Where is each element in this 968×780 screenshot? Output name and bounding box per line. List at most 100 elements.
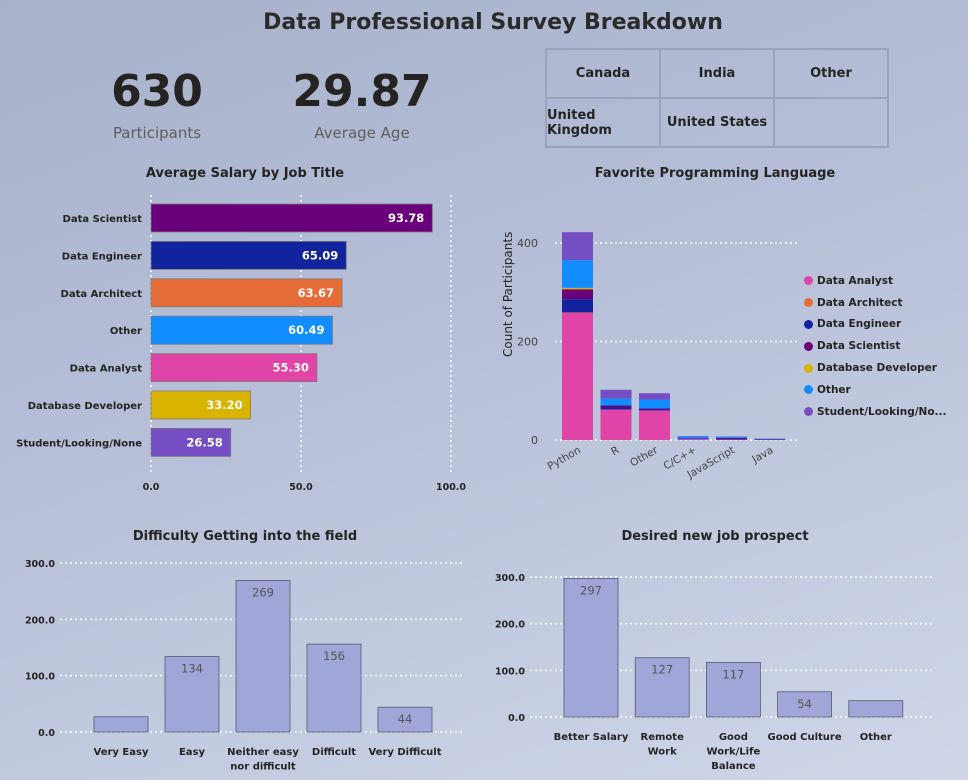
kpi-average-age-label: Average Age bbox=[314, 124, 410, 142]
salary-category-label: Data Architect bbox=[61, 289, 143, 300]
language-y-tick: 0 bbox=[531, 434, 538, 447]
dashboard-title: Data Professional Survey Breakdown bbox=[263, 10, 723, 35]
slicer-item-india[interactable]: India bbox=[660, 49, 774, 98]
legend-label: Data Analyst bbox=[817, 274, 893, 287]
salary-category-label: Student/Looking/None bbox=[16, 438, 142, 449]
salary-category-label: Database Developer bbox=[28, 401, 142, 412]
legend-item-data-architect[interactable]: Data Architect bbox=[804, 292, 947, 314]
salary-bar-data-engineer bbox=[150, 240, 347, 270]
language-chart-title: Favorite Programming Language bbox=[594, 166, 836, 181]
language-y-tick: 400 bbox=[517, 237, 538, 250]
legend-item-other[interactable]: Other bbox=[804, 379, 947, 401]
salary-bar-data-scientist bbox=[150, 203, 433, 233]
salary-category-label: Data Scientist bbox=[63, 214, 143, 225]
prospect-x-tick: Remote bbox=[641, 732, 685, 743]
salary-bar-other bbox=[150, 315, 333, 345]
language-bar-python-data-scientist bbox=[562, 289, 593, 300]
legend-item-data-analyst[interactable]: Data Analyst bbox=[804, 270, 947, 292]
legend-label: Data Scientist bbox=[817, 340, 901, 353]
language-bar-other-data-scientist bbox=[639, 408, 670, 410]
difficulty-bar-neither-easy-nor-difficult bbox=[235, 580, 291, 733]
language-bar-other-other bbox=[639, 399, 670, 409]
language-bar-other-data-engineer bbox=[639, 409, 670, 411]
slicer-item-united-kingdom[interactable]: United Kingdom bbox=[546, 98, 660, 147]
prospect-data-label: 54 bbox=[797, 697, 812, 711]
difficulty-y-tick: 0.0 bbox=[38, 728, 55, 739]
difficulty-data-label: 44 bbox=[398, 712, 413, 726]
prospect-x-tick: Work bbox=[648, 747, 677, 758]
prospect-bar-remote-work bbox=[634, 657, 690, 718]
language-bar-c-c-other bbox=[677, 436, 709, 439]
difficulty-bar-difficult bbox=[306, 643, 362, 733]
difficulty-y-tick: 100.0 bbox=[25, 672, 55, 683]
salary-data-label: 93.78 bbox=[388, 211, 424, 225]
legend-item-data-engineer[interactable]: Data Engineer bbox=[804, 314, 947, 336]
language-bar-other-student-looking-no bbox=[639, 393, 670, 400]
difficulty-x-tick: nor difficult bbox=[230, 762, 296, 773]
kpi-participants-label: Participants bbox=[112, 124, 202, 142]
prospect-bar-other bbox=[848, 700, 904, 718]
legend-item-database-developer[interactable]: Database Developer bbox=[804, 357, 947, 379]
salary-bar-database-developer bbox=[150, 390, 251, 420]
kpi-average-age-value: 29.87 bbox=[292, 66, 432, 117]
language-x-tick: Java bbox=[749, 444, 775, 466]
prospect-chart-title: Desired new job prospect bbox=[621, 529, 809, 544]
country-slicer: Canada India Other United Kingdom United… bbox=[545, 48, 889, 148]
difficulty-bar-very-difficult bbox=[377, 706, 433, 733]
difficulty-data-label: 269 bbox=[252, 585, 274, 599]
prospect-y-tick: 100.0 bbox=[495, 666, 525, 677]
difficulty-bar-very-easy bbox=[93, 716, 149, 733]
salary-bar-data-analyst bbox=[150, 353, 318, 383]
prospect-y-tick: 0.0 bbox=[508, 713, 525, 724]
legend-label: Student/Looking/No... bbox=[817, 405, 947, 418]
language-y-tick: 200 bbox=[517, 336, 538, 349]
difficulty-x-tick: Very Difficult bbox=[368, 747, 441, 758]
salary-category-label: Other bbox=[110, 326, 142, 337]
difficulty-y-tick: 200.0 bbox=[25, 615, 55, 626]
prospect-bar-good-culture bbox=[777, 691, 832, 718]
legend-item-data-scientist[interactable]: Data Scientist bbox=[804, 335, 947, 357]
prospect-x-tick: Balance bbox=[711, 761, 756, 772]
salary-x-tick: 0.0 bbox=[143, 482, 160, 493]
language-bar-r-student-looking-no bbox=[600, 389, 632, 399]
language-bar-python-other bbox=[562, 260, 593, 288]
prospect-x-tick: Other bbox=[860, 732, 892, 743]
salary-category-label: Data Analyst bbox=[70, 364, 143, 375]
legend-item-student-looking-no[interactable]: Student/Looking/No... bbox=[804, 401, 947, 423]
salary-bar-data-architect bbox=[150, 278, 343, 308]
difficulty-x-tick: Very Easy bbox=[94, 747, 149, 758]
language-bar-javascript-other bbox=[716, 437, 747, 439]
legend-dot-icon bbox=[804, 407, 813, 417]
slicer-item-empty bbox=[774, 98, 888, 147]
language-x-tick: R bbox=[609, 444, 621, 458]
prospect-data-label: 127 bbox=[651, 663, 673, 677]
prospect-data-label: 297 bbox=[580, 583, 602, 597]
language-bar-python-database-developer bbox=[562, 287, 593, 290]
language-bar-r-data-engineer bbox=[600, 407, 632, 410]
kpi-participants: 630 Participants bbox=[92, 66, 222, 143]
salary-bar-student-looking-none bbox=[150, 427, 232, 457]
prospect-y-tick: 200.0 bbox=[495, 620, 525, 631]
prospect-bar-better-salary bbox=[563, 578, 619, 718]
slicer-item-other[interactable]: Other bbox=[774, 49, 888, 98]
slicer-item-canada[interactable]: Canada bbox=[546, 49, 660, 98]
legend-dot-icon bbox=[804, 385, 813, 395]
legend-label: Database Developer bbox=[817, 362, 937, 375]
language-bar-python-data-engineer bbox=[562, 299, 593, 313]
salary-x-tick: 100.0 bbox=[436, 482, 466, 493]
kpi-participants-value: 630 bbox=[111, 66, 203, 117]
salary-data-label: 55.30 bbox=[273, 361, 309, 375]
difficulty-y-tick: 300.0 bbox=[25, 559, 55, 570]
language-bar-python-student-looking-no bbox=[562, 232, 593, 261]
legend-dot-icon bbox=[804, 298, 813, 308]
salary-data-label: 65.09 bbox=[302, 248, 338, 262]
prospect-bar-good-work-life-balance bbox=[706, 662, 761, 718]
language-bar-r-data-scientist bbox=[600, 405, 632, 408]
legend-dot-icon bbox=[804, 363, 813, 373]
language-bar-c-c-data-analyst bbox=[677, 439, 709, 440]
legend-label: Other bbox=[817, 383, 851, 396]
language-bar-r-other bbox=[600, 398, 632, 406]
slicer-item-united-states[interactable]: United States bbox=[660, 98, 774, 147]
salary-data-label: 33.20 bbox=[206, 398, 242, 412]
